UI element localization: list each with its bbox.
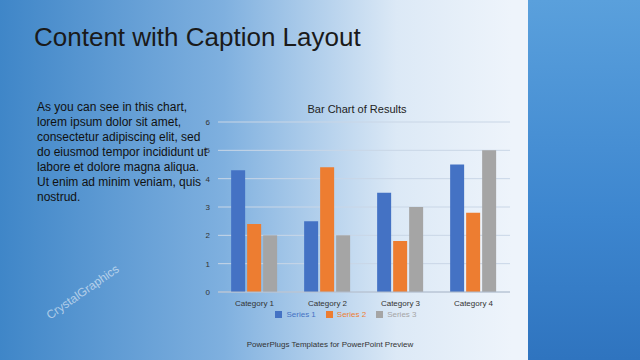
svg-text:0: 0 <box>206 288 211 297</box>
svg-text:1: 1 <box>206 260 211 269</box>
svg-text:Category 4: Category 4 <box>454 299 494 308</box>
svg-text:Category 2: Category 2 <box>308 299 348 308</box>
svg-text:3: 3 <box>206 203 211 212</box>
svg-text:5: 5 <box>206 146 211 155</box>
svg-text:4: 4 <box>206 175 211 184</box>
svg-text:2: 2 <box>206 231 211 240</box>
svg-text:Category 3: Category 3 <box>381 299 421 308</box>
svg-text:Category 1: Category 1 <box>235 299 275 308</box>
svg-text:6: 6 <box>206 118 211 127</box>
